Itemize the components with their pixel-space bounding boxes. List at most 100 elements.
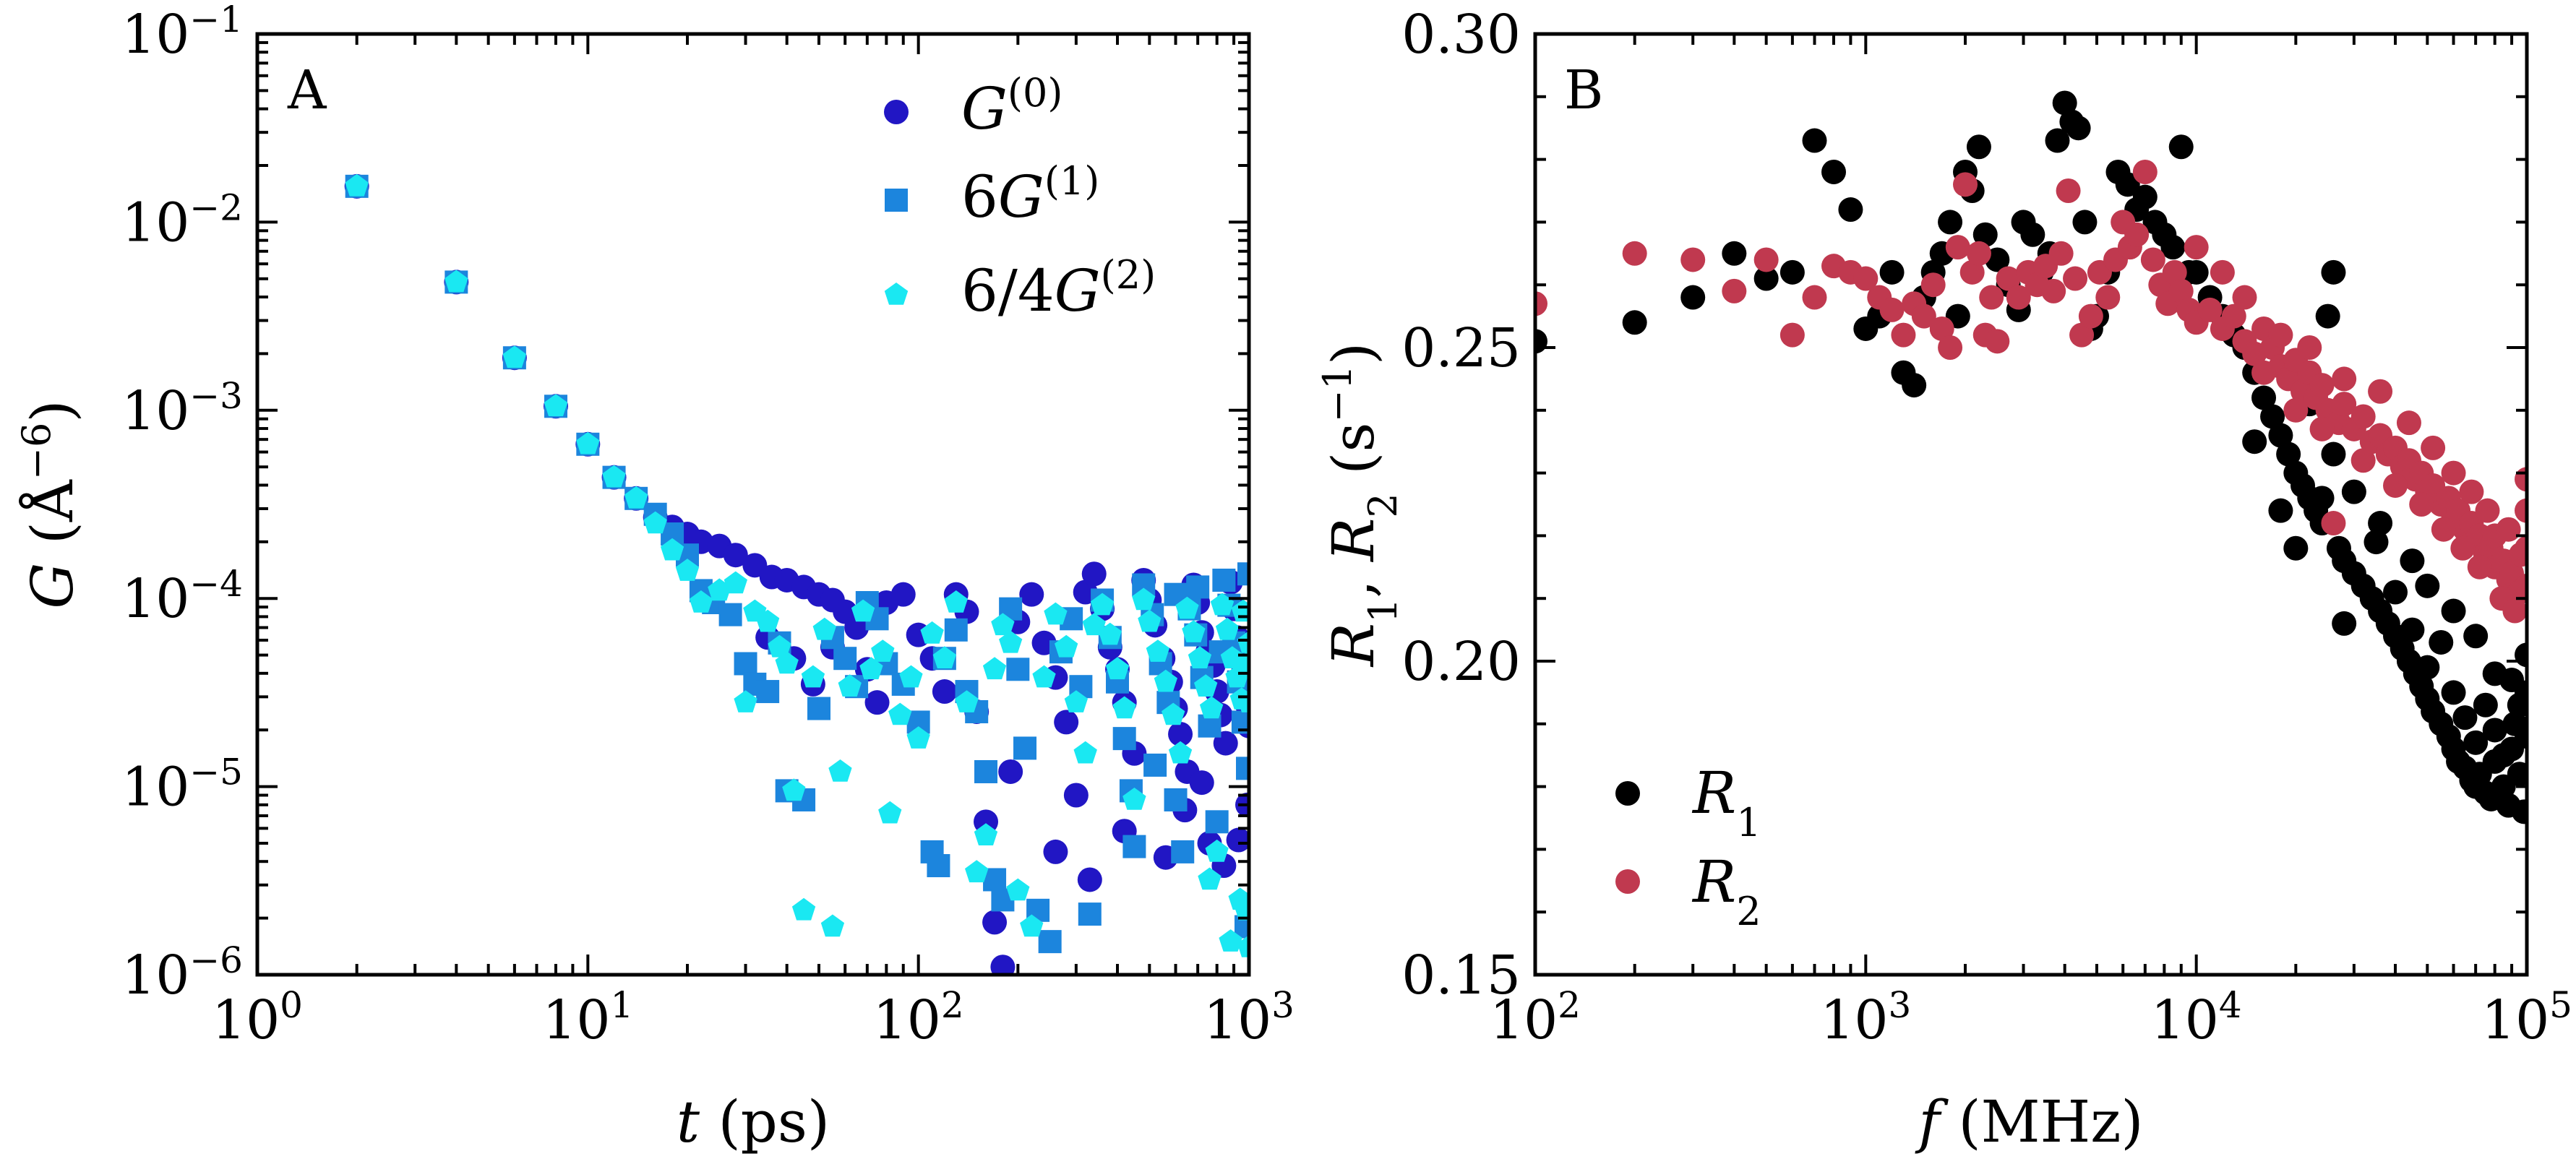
data-point-s1-121	[2502, 598, 2527, 624]
data-point-s0-103	[2321, 441, 2346, 467]
data-point-s2-32	[920, 621, 944, 644]
data-point-s0-107	[2383, 580, 2408, 605]
legend-marker-0	[884, 100, 909, 124]
data-point-s2-77	[1198, 867, 1222, 890]
legend-marker-0	[1615, 781, 1640, 806]
legend-label-r1: R1	[1691, 759, 1761, 845]
data-point-s2-10	[689, 590, 713, 613]
panel-a-xlabel: t (ps)	[677, 1088, 830, 1155]
data-point-s1-52	[2221, 303, 2246, 329]
data-point-s2-47	[1073, 741, 1097, 764]
data-point-s1-37	[2095, 285, 2121, 310]
y-tick-label: 0.15	[1401, 944, 1521, 1007]
data-point-s1-26	[2006, 285, 2031, 310]
data-point-s0-44	[2160, 235, 2186, 260]
data-point-s0-33	[2066, 116, 2091, 141]
legend-marker-1	[1615, 869, 1640, 894]
data-point-s0-80	[1189, 770, 1214, 796]
data-point-s2-33	[932, 646, 956, 668]
data-point-s2-53	[1122, 788, 1146, 810]
data-point-s2-26	[859, 657, 883, 680]
data-point-s1-46	[2162, 259, 2187, 285]
y-tick-label: 10−5	[121, 751, 243, 819]
data-point-s2-39	[991, 613, 1015, 636]
x-tick-label: 105	[2481, 984, 2572, 1051]
y-tick-label: 10−6	[121, 939, 243, 1007]
data-point-s0-114	[2473, 692, 2498, 718]
data-point-s1-29	[927, 854, 950, 878]
data-point-s0-4	[1753, 266, 1779, 291]
data-point-s2-58	[1162, 702, 1185, 725]
data-point-s0-120	[2463, 624, 2489, 649]
data-point-s2-9	[675, 559, 700, 581]
data-point-s0-75	[1043, 839, 1068, 864]
data-point-s0-112	[2452, 705, 2478, 731]
data-point-s1-18	[1945, 235, 1970, 260]
data-point-s1-38	[1006, 658, 1030, 681]
data-point-s2-30	[899, 665, 923, 688]
data-point-s0-53	[2251, 385, 2277, 410]
data-point-s0-46	[1081, 561, 1107, 587]
data-point-s2-40	[999, 630, 1023, 653]
data-point-s1-71	[1186, 575, 1210, 599]
data-point-s1-97	[2515, 498, 2527, 523]
data-point-s1-69	[1234, 915, 1249, 939]
data-point-s2-79	[1235, 651, 1249, 674]
panel-b-axes-frame	[1533, 32, 2529, 977]
data-point-s2-21	[812, 617, 836, 640]
data-point-s0-31	[932, 679, 957, 705]
data-point-s1-43	[2140, 247, 2165, 272]
data-point-s2-7	[643, 511, 667, 534]
data-point-s1-50	[2197, 297, 2223, 322]
data-point-s2-75	[1219, 929, 1242, 952]
data-point-s2-31	[906, 726, 930, 749]
data-point-s0-94	[2511, 799, 2527, 824]
data-point-s2-45	[1055, 634, 1078, 658]
data-point-s0-124	[2368, 511, 2393, 536]
data-point-s2-76	[1228, 887, 1249, 910]
data-point-s2-62	[1188, 646, 1212, 668]
data-point-s1-31	[944, 618, 968, 642]
data-point-s1-9	[1853, 266, 1879, 291]
data-point-s2-3	[544, 394, 568, 416]
data-point-s1-1	[1622, 241, 1647, 266]
data-point-s2-56	[1146, 639, 1170, 662]
data-point-s0-105	[2341, 479, 2366, 504]
data-point-s2-63	[1194, 674, 1218, 697]
panel-b-xlabel: f (MHz)	[1915, 1088, 2143, 1155]
data-point-s1-5	[1779, 322, 1805, 348]
data-point-s2-66	[1210, 593, 1235, 616]
data-point-s0-118	[2507, 692, 2527, 718]
y-tick-label: 0.25	[1401, 317, 1521, 379]
data-point-s0-8	[1838, 197, 1863, 223]
data-point-s2-64	[1199, 696, 1224, 719]
panel-b-legend-markers	[1615, 781, 1640, 894]
data-point-s0-99	[2268, 498, 2293, 523]
data-point-s1-112	[2431, 517, 2456, 542]
data-point-s1-19	[1953, 172, 1978, 197]
data-point-s2-19	[791, 897, 816, 921]
data-point-s0-1	[1622, 310, 1647, 335]
data-point-s2-0	[345, 173, 369, 197]
legend-label-64g2: 6/4G(2)	[961, 252, 1156, 325]
panel-a-legend: G(0) 6G(1) 6/4G(2)	[884, 70, 1156, 325]
panel-b-letter: B	[1564, 59, 1603, 121]
data-point-s2-18	[782, 778, 806, 801]
data-point-s0-63	[2321, 259, 2346, 285]
x-tick-label: 102	[873, 984, 964, 1051]
data-point-s1-3	[1722, 278, 1747, 303]
data-point-s1-65	[2321, 511, 2346, 536]
data-point-s0-28	[890, 582, 916, 607]
data-point-s2-55	[1138, 609, 1162, 632]
data-point-s0-54	[2260, 404, 2285, 429]
data-point-s2-5	[602, 465, 626, 488]
data-point-s2-25	[851, 599, 875, 622]
data-point-s0-47	[2184, 259, 2209, 285]
data-point-s0-106	[2364, 530, 2389, 555]
data-point-s2-59	[1168, 741, 1193, 764]
data-point-s2-23	[828, 759, 852, 782]
legend-marker-2	[884, 283, 909, 305]
data-point-s0-26	[864, 690, 890, 715]
data-point-s1-32	[2056, 178, 2081, 203]
